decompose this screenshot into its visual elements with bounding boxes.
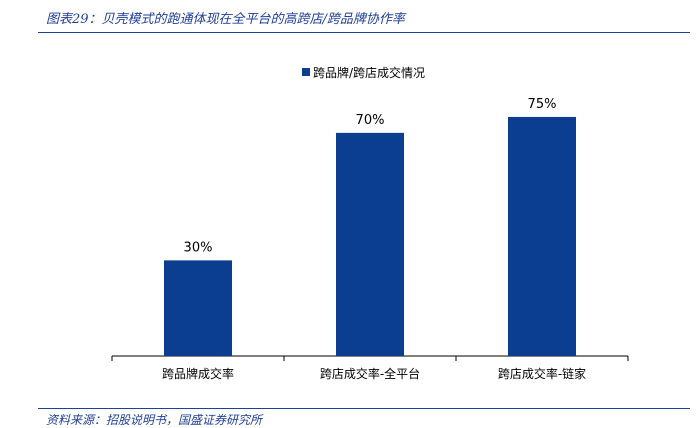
category-label: 跨店成交率-全平台 <box>320 366 420 381</box>
bar <box>508 116 576 356</box>
legend-swatch <box>302 68 310 76</box>
data-labels: 30% 70% 75% <box>184 97 557 255</box>
legend-label: 跨品牌/跨店成交情况 <box>313 65 425 80</box>
legend: 跨品牌/跨店成交情况 <box>302 65 425 80</box>
title-rule <box>38 32 690 33</box>
category-labels: 跨品牌成交率 跨店成交率-全平台 跨店成交率-链家 <box>162 366 586 381</box>
bar <box>164 260 232 356</box>
bar-data-label: 30% <box>184 240 213 255</box>
bar-data-label: 75% <box>528 97 557 112</box>
source-rule <box>38 408 690 409</box>
bar-data-label: 70% <box>356 113 385 128</box>
figure-source: 资料来源：招股说明书，国盛证券研究所 <box>46 413 263 427</box>
figure-title: 图表29：贝壳模式的跑通体现在全平台的高跨店/跨品牌协作率 <box>46 12 405 27</box>
bars <box>164 116 576 356</box>
category-label: 跨店成交率-链家 <box>498 366 586 381</box>
x-axis-ticks <box>111 356 629 361</box>
bar <box>336 132 404 356</box>
category-label: 跨品牌成交率 <box>162 366 234 381</box>
